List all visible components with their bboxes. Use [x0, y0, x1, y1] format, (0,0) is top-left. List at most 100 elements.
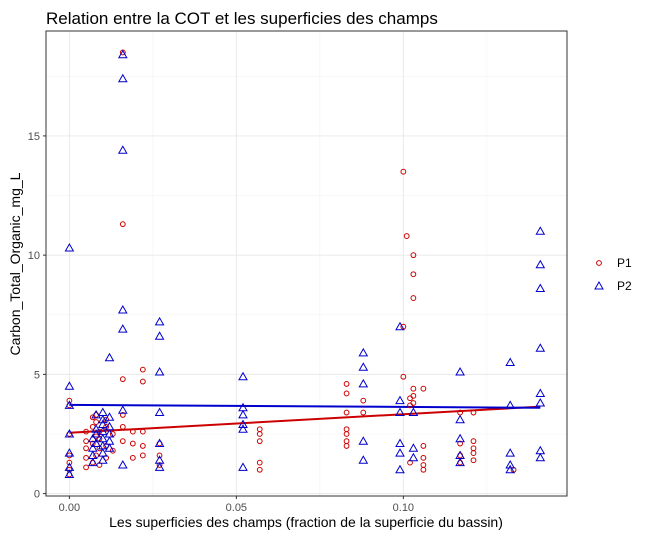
point-p1 — [410, 392, 417, 399]
point-p2 — [97, 455, 108, 464]
point-p1 — [343, 381, 350, 387]
point-p1 — [360, 409, 367, 416]
point-p2 — [104, 352, 115, 362]
point-p2 — [535, 452, 546, 462]
point-p1 — [410, 295, 417, 301]
data-points — [64, 49, 546, 478]
point-p2 — [64, 428, 75, 438]
point-p1 — [83, 438, 89, 445]
point-p2 — [395, 321, 405, 331]
point-p1 — [256, 466, 263, 473]
x-tick-label: 0.10 — [393, 502, 414, 514]
point-p2 — [505, 448, 516, 457]
point-p1 — [119, 412, 126, 418]
x-tick-label: 0.00 — [59, 502, 80, 514]
point-p1 — [410, 385, 417, 392]
point-p1 — [457, 440, 464, 447]
point-p2 — [455, 366, 465, 376]
point-p2 — [154, 316, 165, 326]
legend: P1 P2 — [594, 256, 632, 293]
point-p2 — [91, 438, 101, 447]
point-p2 — [358, 455, 369, 464]
y-tick-label: 10 — [28, 250, 40, 262]
point-p2 — [535, 226, 546, 235]
x-axis-ticks: 0.00 0.05 0.10 — [59, 496, 414, 514]
point-p1 — [400, 168, 407, 175]
y-tick-label: 0 — [34, 489, 40, 501]
point-p2 — [395, 464, 405, 474]
grid-lines — [46, 31, 567, 496]
point-p1 — [83, 428, 89, 435]
point-p2 — [104, 412, 115, 421]
point-p2 — [117, 459, 128, 469]
point-p2 — [358, 436, 369, 445]
y-tick-label: 15 — [28, 131, 40, 143]
point-p2 — [87, 457, 98, 467]
point-p2 — [238, 462, 248, 471]
point-p2 — [238, 424, 248, 433]
y-axis-title: Carbon_Total_Organic_mg_L — [7, 172, 23, 355]
plot-panel — [46, 31, 567, 496]
legend-key-p2 — [594, 280, 604, 290]
point-p2 — [505, 357, 516, 366]
point-p2 — [64, 469, 75, 478]
point-p2 — [117, 73, 128, 83]
point-p2 — [358, 362, 369, 371]
point-p1 — [343, 390, 350, 397]
point-p2 — [395, 395, 405, 405]
point-p1 — [470, 457, 477, 464]
point-p2 — [408, 452, 419, 462]
chart-title: Relation entre la COT et les superficies… — [46, 9, 438, 28]
point-p2 — [117, 324, 128, 333]
point-p2 — [154, 462, 165, 471]
plot-border — [45, 30, 568, 497]
point-p2 — [395, 407, 405, 416]
trend-line-p2 — [69, 403, 541, 409]
point-p1 — [403, 233, 410, 239]
point-p2 — [117, 304, 128, 314]
point-p1 — [420, 443, 427, 449]
point-p1 — [420, 385, 427, 392]
point-p2 — [505, 459, 516, 469]
point-p2 — [535, 397, 546, 407]
point-p2 — [408, 443, 419, 452]
point-p2 — [154, 438, 165, 447]
panel-border-rect — [45, 30, 568, 497]
point-p1 — [256, 459, 263, 466]
point-p1 — [139, 452, 146, 459]
point-p1 — [343, 409, 350, 416]
point-p1 — [129, 454, 136, 461]
point-p2 — [455, 414, 465, 424]
point-p2 — [395, 438, 405, 447]
point-p1 — [420, 466, 427, 473]
point-p2 — [117, 405, 128, 414]
point-p2 — [535, 388, 546, 397]
point-p2 — [505, 464, 516, 474]
panel-background — [46, 31, 567, 496]
point-p2 — [97, 414, 108, 424]
point-p2 — [64, 381, 75, 390]
point-p2 — [505, 400, 516, 409]
point-p1 — [139, 378, 146, 385]
point-p1 — [119, 438, 126, 445]
point-p1 — [410, 271, 417, 278]
point-p1 — [83, 445, 89, 452]
y-axis-ticks: 0 5 10 15 — [28, 131, 46, 501]
point-p1 — [256, 438, 263, 445]
point-p2 — [117, 49, 128, 59]
legend-key-p1 — [596, 260, 602, 266]
point-p2 — [64, 448, 75, 457]
point-p2 — [535, 259, 546, 269]
point-p2 — [104, 443, 115, 452]
point-p1 — [470, 409, 477, 416]
point-p1 — [66, 466, 73, 473]
point-p2 — [238, 371, 248, 381]
point-p1 — [139, 428, 146, 435]
point-p1 — [470, 450, 477, 456]
point-p1 — [343, 443, 350, 449]
point-p1 — [66, 459, 73, 466]
point-p1 — [410, 400, 417, 406]
point-p2 — [64, 242, 75, 252]
point-p2 — [395, 448, 405, 457]
